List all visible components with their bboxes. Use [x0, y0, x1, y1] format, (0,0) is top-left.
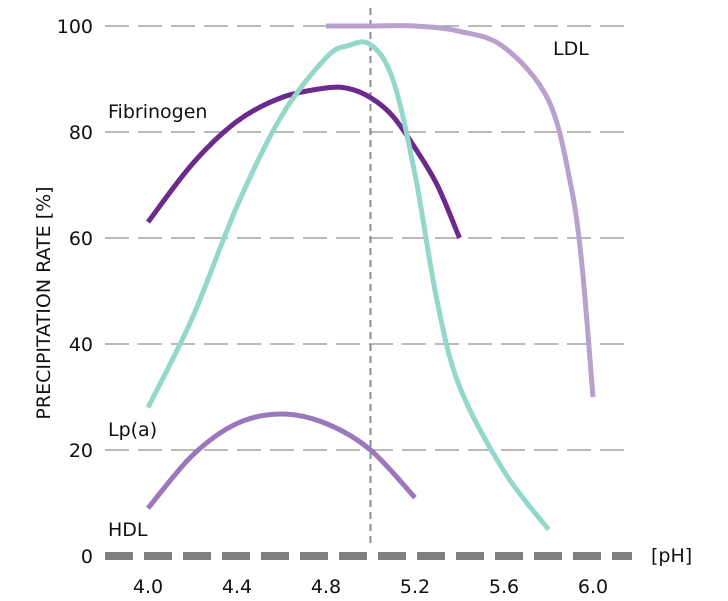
x-tick-label-5.6: 5.6	[489, 576, 519, 598]
series-line-fibrinogen	[146, 84, 462, 239]
series-line-hdl	[146, 411, 417, 510]
x-tick-label-4.4: 4.4	[222, 576, 252, 598]
series-label-fibrinogen: Fibrinogen	[108, 101, 207, 123]
series-label-ldl: LDL	[553, 38, 589, 60]
y-tick-label-20: 20	[69, 440, 93, 462]
x-tick-labels: 4.0 4.4 4.8 5.2 5.6 6.0	[133, 576, 608, 598]
grid	[105, 25, 632, 451]
series-label-lpa: Lp(a)	[108, 419, 157, 441]
y-tick-label-0: 0	[81, 546, 93, 568]
y-tick-label-80: 80	[69, 122, 93, 144]
x-axis-label: [pH]	[651, 545, 692, 567]
y-tick-label-60: 60	[69, 228, 93, 250]
y-tick-labels: 0 20 40 60 80 100	[57, 16, 93, 568]
series-label-hdl: HDL	[108, 519, 148, 541]
x-tick-label-5.2: 5.2	[400, 576, 430, 598]
x-tick-label-6.0: 6.0	[578, 576, 608, 598]
y-tick-label-40: 40	[69, 334, 93, 356]
x-tick-label-4.8: 4.8	[311, 576, 341, 598]
series-line-lpa	[145, 39, 551, 532]
series-lines	[145, 23, 596, 532]
y-tick-label-100: 100	[57, 16, 93, 38]
x-tick-label-4.0: 4.0	[133, 576, 163, 598]
series-line-ldl	[325, 23, 596, 398]
y-axis-label: PRECIPITATION RATE [%]	[33, 186, 55, 419]
